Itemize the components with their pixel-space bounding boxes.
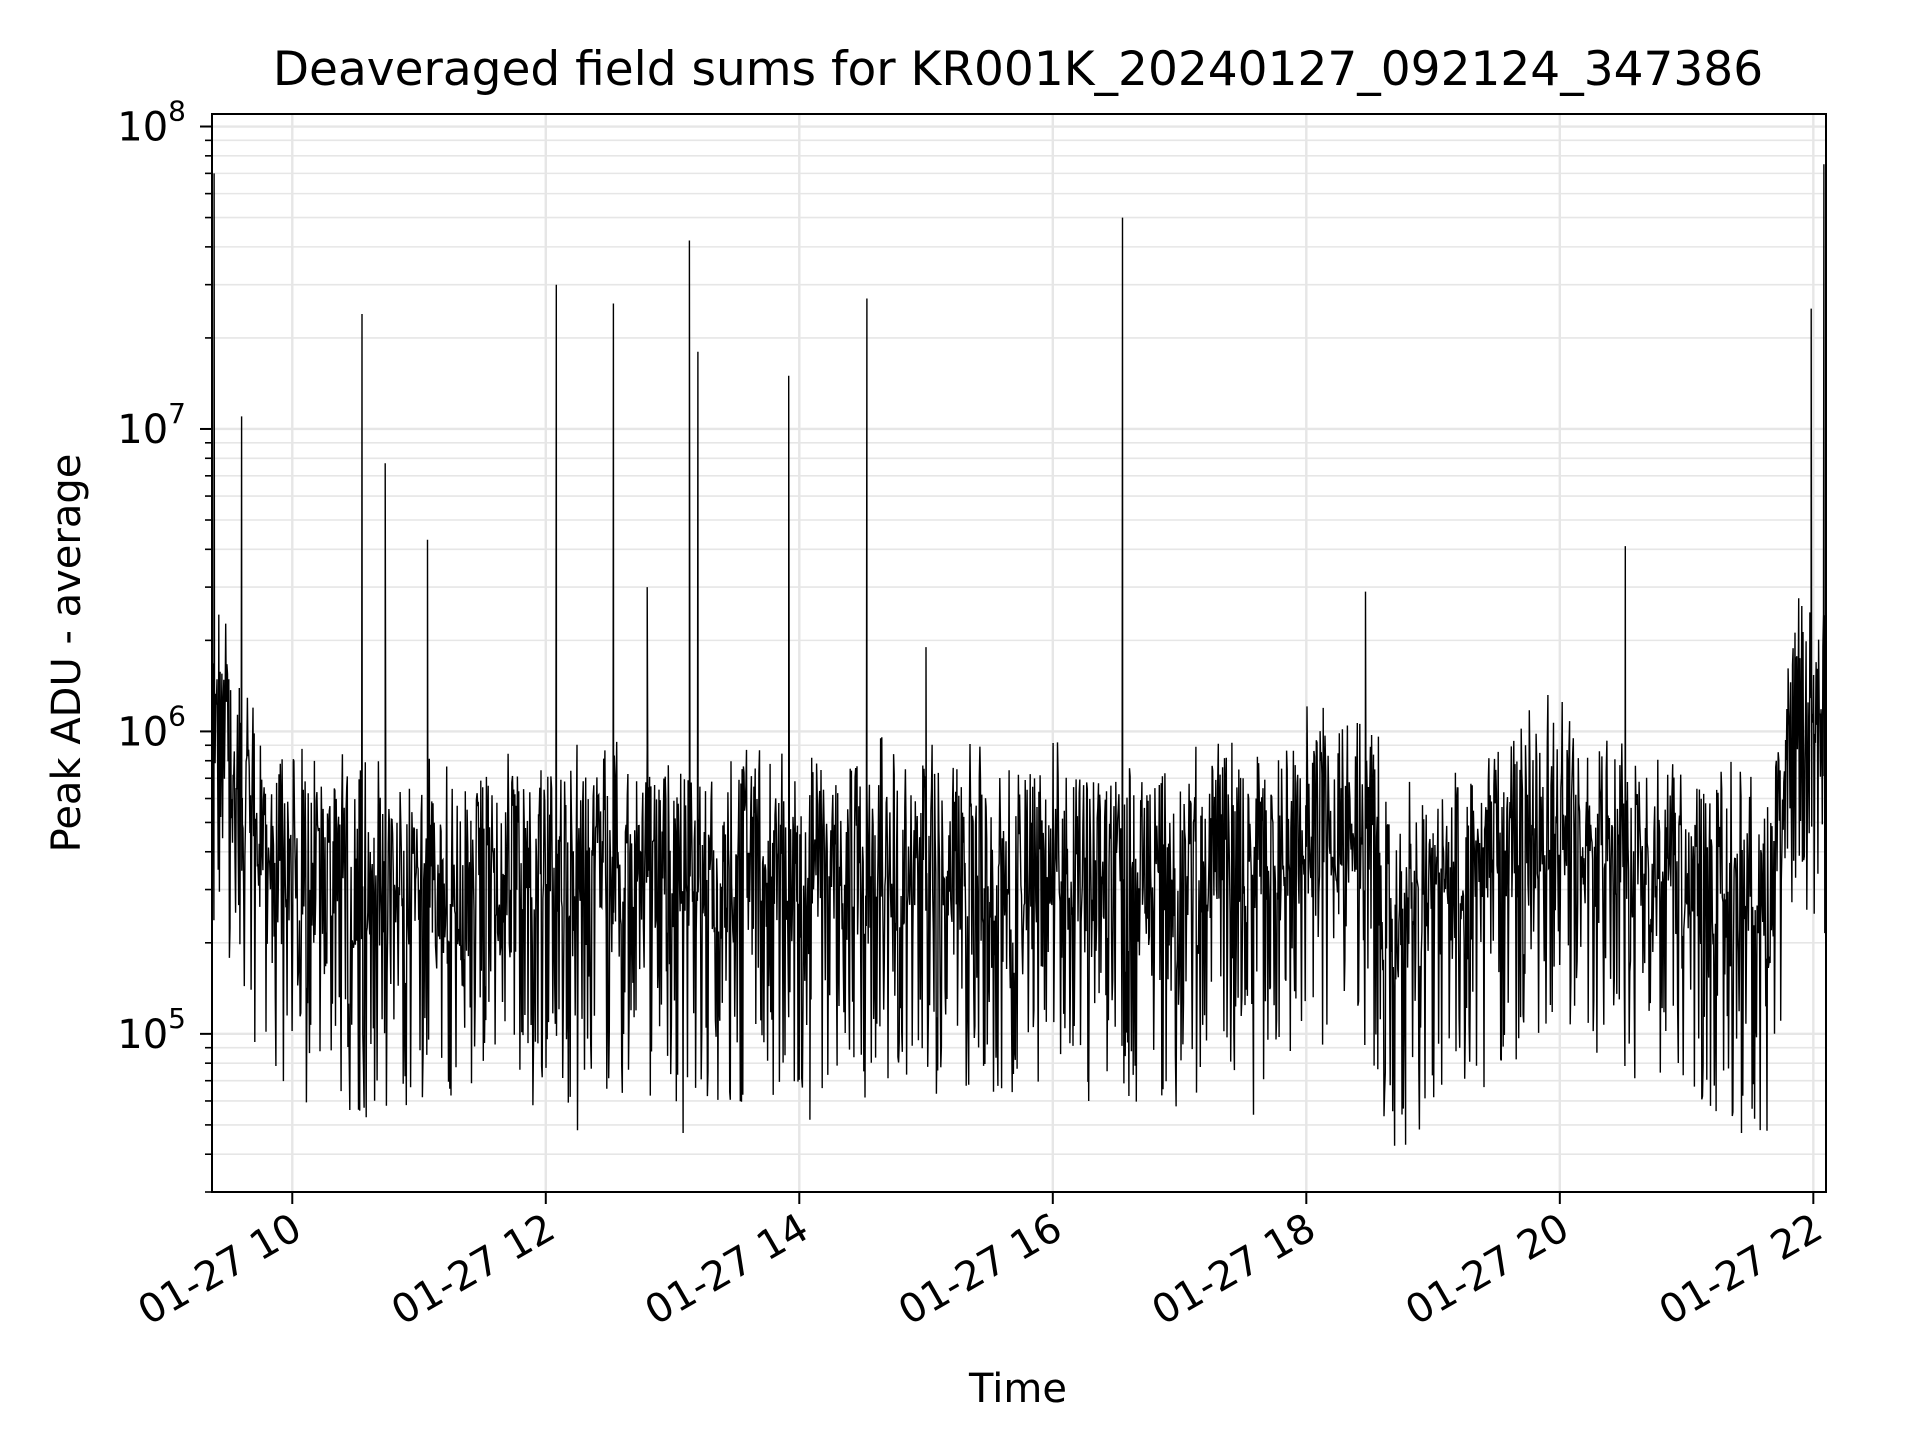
y-tick-label: 106 [117, 699, 186, 755]
plot-frame [211, 113, 1827, 1193]
series-path [211, 164, 1827, 1146]
y-tick-label: 105 [117, 1002, 186, 1058]
chart-title: Deaveraged field sums for KR001K_2024012… [273, 42, 1763, 97]
x-axis-label: Time [968, 1366, 1067, 1412]
y-tick-exponent: 5 [168, 1002, 186, 1035]
series-line [211, 164, 1827, 1146]
y-tick-base: 10 [117, 709, 168, 755]
y-tick-exponent: 7 [168, 397, 186, 430]
y-tick-label: 107 [117, 397, 186, 453]
y-tick-base: 10 [117, 407, 168, 453]
y-axis-label: Peak ADU - average [44, 454, 90, 853]
y-tick-exponent: 8 [168, 95, 186, 128]
y-tick-exponent: 6 [168, 699, 186, 732]
y-tick-label: 108 [117, 95, 186, 151]
y-tick-base: 10 [117, 105, 168, 151]
y-tick-base: 10 [117, 1012, 168, 1058]
